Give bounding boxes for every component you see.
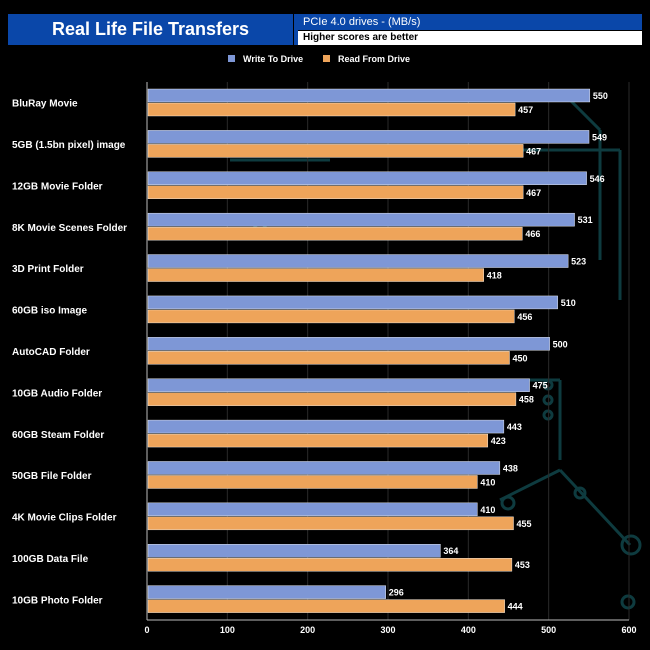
data-label: 466 <box>525 229 540 239</box>
bar <box>147 585 386 599</box>
circuit-trace <box>499 468 561 502</box>
legend-swatch <box>228 55 235 62</box>
data-label: 523 <box>571 257 586 267</box>
bar <box>147 171 587 185</box>
bar <box>147 309 515 324</box>
data-label: 364 <box>443 546 458 556</box>
data-label: 418 <box>487 271 502 281</box>
data-label: 467 <box>526 188 541 198</box>
circuit-node <box>620 594 636 610</box>
x-tick-label: 0 <box>144 625 149 635</box>
chart-subtitle: PCIe 4.0 drives - (MB/s) <box>298 14 642 30</box>
legend: Write To Drive Read From Drive <box>228 54 410 64</box>
data-label: 549 <box>592 132 607 142</box>
data-label: 456 <box>517 312 532 322</box>
bar <box>147 130 590 144</box>
bar <box>147 461 501 475</box>
bar <box>147 378 530 392</box>
bar <box>147 392 517 406</box>
circuit-node <box>542 409 554 421</box>
legend-swatch <box>323 55 330 62</box>
grid-lines <box>146 82 630 620</box>
data-label: 438 <box>503 463 518 473</box>
bar <box>147 337 550 351</box>
bar <box>147 268 484 282</box>
category-label: 10GB Audio Folder <box>12 388 102 399</box>
category-label: 3D Print Folder <box>12 264 84 275</box>
bar <box>147 419 505 434</box>
bar <box>147 88 591 103</box>
data-label: 453 <box>515 560 530 570</box>
category-label: 60GB iso Image <box>12 306 87 317</box>
bar <box>147 544 441 558</box>
x-tick-label: 500 <box>541 625 556 635</box>
x-tick-label: 200 <box>300 625 315 635</box>
legend-label: Write To Drive <box>243 54 303 64</box>
category-label: 100GB Data File <box>12 554 89 565</box>
data-label: 443 <box>507 422 522 432</box>
circuit-node <box>542 394 554 406</box>
data-label: 444 <box>508 602 523 612</box>
x-tick-label: 600 <box>621 625 636 635</box>
circuit-trace <box>558 468 632 547</box>
data-label: 458 <box>519 395 534 405</box>
data-label: 475 <box>533 381 548 391</box>
bar <box>147 516 514 531</box>
category-label: 10GB Photo Folder <box>12 595 103 606</box>
bar <box>147 558 513 572</box>
bars: BluRay Movie 550 457 5GB (1.5bn pixel) imag… <box>12 88 608 613</box>
x-tick-label: 100 <box>220 625 235 635</box>
circuit-node <box>542 379 554 391</box>
circuit-node <box>500 495 516 511</box>
x-tick-label: 300 <box>380 625 395 635</box>
data-label: 296 <box>389 588 404 598</box>
data-label: 531 <box>578 215 593 225</box>
bar <box>147 212 575 227</box>
bar <box>147 295 558 310</box>
bar <box>147 351 510 365</box>
data-label: 457 <box>518 105 533 115</box>
data-label: 410 <box>480 505 495 515</box>
circuit-node <box>620 534 642 556</box>
data-label: 500 <box>553 339 568 349</box>
category-label: 8K Movie Scenes Folder <box>12 223 127 234</box>
x-tick-label: 400 <box>461 625 476 635</box>
bar <box>147 226 523 241</box>
bar <box>147 254 569 268</box>
axes: 0 100 200 300 400 500 600 <box>144 82 637 635</box>
category-label: 60GB Steam Folder <box>12 430 104 441</box>
chart-note: Higher scores are better <box>298 31 642 45</box>
category-label: 12GB Movie Folder <box>12 181 103 192</box>
data-label: 450 <box>513 353 528 363</box>
bar <box>147 102 516 117</box>
data-label: 510 <box>561 298 576 308</box>
category-label: 4K Movie Clips Folder <box>12 513 117 524</box>
legend-label: Read From Drive <box>338 54 410 64</box>
bar <box>147 144 524 158</box>
data-label: 546 <box>590 174 605 184</box>
data-label: 423 <box>491 436 506 446</box>
category-label: 50GB File Folder <box>12 471 92 482</box>
circuit-node <box>573 486 587 500</box>
bar <box>147 599 505 613</box>
data-label: 467 <box>526 146 541 156</box>
bar <box>147 475 478 489</box>
header-accent <box>294 14 298 45</box>
data-label: 550 <box>593 91 608 101</box>
data-label: 455 <box>517 519 532 529</box>
data-label: 410 <box>480 477 495 487</box>
bar <box>147 185 524 199</box>
chart-title: Real Life File Transfers <box>8 14 293 45</box>
bar <box>147 433 489 448</box>
bar <box>147 502 478 517</box>
category-label: AutoCAD Folder <box>12 347 90 358</box>
category-label: BluRay Movie <box>12 99 78 110</box>
category-label: 5GB (1.5bn pixel) image <box>12 140 126 151</box>
